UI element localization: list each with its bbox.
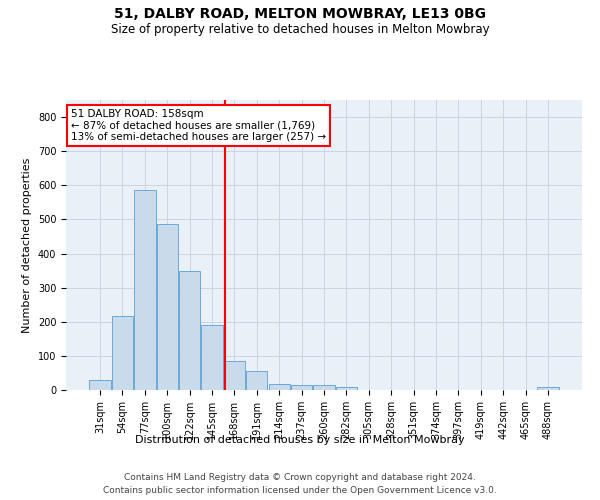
Bar [224,361,245,390]
Text: 51, DALBY ROAD, MELTON MOWBRAY, LE13 0BG: 51, DALBY ROAD, MELTON MOWBRAY, LE13 0BG [114,8,486,22]
Bar [157,224,178,390]
Text: Contains HM Land Registry data © Crown copyright and database right 2024.: Contains HM Land Registry data © Crown c… [124,472,476,482]
Bar [202,325,223,390]
Bar [246,371,268,390]
Bar [336,386,357,390]
Bar [291,385,312,390]
Text: 51 DALBY ROAD: 158sqm
← 87% of detached houses are smaller (1,769)
13% of semi-d: 51 DALBY ROAD: 158sqm ← 87% of detached … [71,108,326,142]
Text: Contains public sector information licensed under the Open Government Licence v3: Contains public sector information licen… [103,486,497,495]
Bar [313,385,335,390]
Text: Distribution of detached houses by size in Melton Mowbray: Distribution of detached houses by size … [135,435,465,445]
Bar [89,380,111,390]
Bar [112,316,133,390]
Text: Size of property relative to detached houses in Melton Mowbray: Size of property relative to detached ho… [110,22,490,36]
Bar [269,384,290,390]
Bar [179,270,200,390]
Y-axis label: Number of detached properties: Number of detached properties [22,158,32,332]
Bar [134,190,155,390]
Bar [537,386,559,390]
